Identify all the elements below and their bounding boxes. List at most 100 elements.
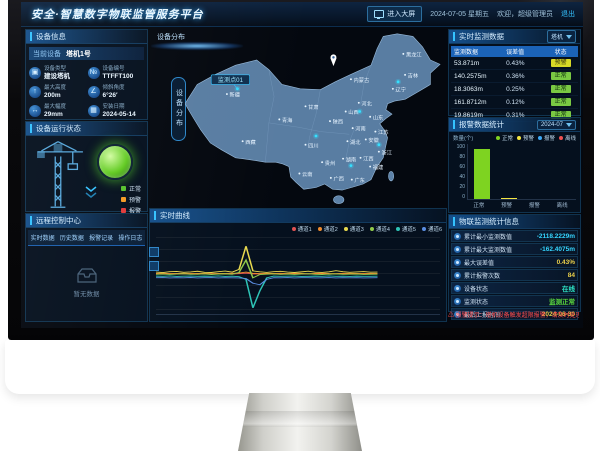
height-icon: ↑ <box>29 86 41 98</box>
bar-legend-item: 报警 <box>537 134 555 142</box>
hotspot-dot[interactable] <box>358 110 362 113</box>
stat-value: 在线 <box>562 286 575 293</box>
cell-value: 161.8712m <box>454 98 487 106</box>
stat-row: 累计报警次数 84 <box>451 269 578 281</box>
bar[interactable] <box>500 198 517 199</box>
month-dropdown-value: 2024-07 <box>540 121 563 128</box>
info-label: 最大幅度 <box>44 104 67 110</box>
info-label: 最大高度 <box>44 85 67 91</box>
control-center-tab[interactable]: 实时数据 <box>30 236 55 242</box>
info-value: 6°26′ <box>102 92 118 99</box>
welcome-text: 欢迎，超级管理员 <box>497 11 553 18</box>
china-outline <box>185 33 441 191</box>
legend-label: 报警 <box>128 209 141 215</box>
screen-icon <box>374 10 385 19</box>
province-label: 湖北 <box>350 138 361 146</box>
info-value: 29mm <box>44 111 63 118</box>
province-dot <box>321 161 324 164</box>
province-dot <box>304 105 307 108</box>
map-title: 设备分布 <box>157 34 185 41</box>
svg-text:监测点01: 监测点01 <box>218 76 244 84</box>
province-dot <box>225 93 228 96</box>
map-marker-chip: 监测点01 <box>210 74 250 89</box>
curve-legend-item: 通道4 <box>369 225 390 233</box>
status-badge: 预警 <box>550 59 571 67</box>
map-vertical-toggle[interactable]: 设备分布 <box>171 77 186 141</box>
bar[interactable] <box>473 148 490 199</box>
info-value: 建设塔机 <box>44 73 70 80</box>
bar-xaxis: 正常 预警 报警 离线 <box>465 201 576 209</box>
legend-dot <box>369 227 374 231</box>
device-type-dropdown[interactable]: 塔机 <box>546 30 576 43</box>
empty-state: 暂无数据 <box>26 268 147 298</box>
logout-link[interactable]: 退出 <box>561 11 575 18</box>
table-row: 53.871m 0.43% 预警 <box>451 57 578 70</box>
legend-label: 离线 <box>564 136 576 142</box>
device-hotspots <box>234 78 402 169</box>
monitor-table-panel: 实时监测数据 塔机 监测数据 误差值 状态 53.871m 0.43% 预警 140… <box>448 29 581 122</box>
curve-legend-item: 通道3 <box>343 225 364 233</box>
legend-dot <box>516 136 521 140</box>
month-dropdown[interactable]: 2024-07 <box>536 119 576 130</box>
device-info-item: № 设备编号 TTFFT100 <box>87 64 145 82</box>
device-info-header: 设备信息 <box>26 30 147 44</box>
x-tick: 报警 <box>528 203 540 209</box>
province-label: 湖南 <box>346 155 356 163</box>
device-info-item: ∠ 倾斜角度 6°26′ <box>87 83 145 101</box>
info-label: 设备编号 <box>102 66 125 72</box>
stat-row: 最后上报时间 2024-06-30 <box>451 308 578 320</box>
table-row: 18.3063m 0.25% 正常 <box>451 83 578 96</box>
curve-legend: 通道1 通道2 通道3 通道4 通道5 通道6 <box>291 225 442 233</box>
province-dot <box>357 101 360 104</box>
bar-legend-item: 预警 <box>516 134 534 142</box>
province-label: 江苏 <box>378 128 388 136</box>
control-center-tab[interactable]: 操作日志 <box>118 236 143 242</box>
control-center-title: 远程控制中心 <box>30 216 81 225</box>
table-row: 140.2575m 0.36% 正常 <box>451 70 578 83</box>
control-center-tab[interactable]: 报警记录 <box>89 236 114 242</box>
angle-icon: ∠ <box>87 86 100 98</box>
stat-label: 累计最大监测数值 <box>464 247 513 254</box>
province-dot <box>304 143 307 146</box>
legend-label: 通道5 <box>401 227 416 233</box>
status-legend-item: 报警 <box>120 206 141 215</box>
hotspot-dot[interactable] <box>396 80 400 84</box>
province-label: 山西 <box>348 108 358 116</box>
legend-label: 预警 <box>128 198 141 204</box>
enter-fullscreen-button[interactable]: 进入大屏 <box>367 6 423 22</box>
province-dot <box>369 165 372 168</box>
alarm-ticker: ⚠ 报警提示：塔机设备触发超限报警，请及时处理！ <box>448 313 579 319</box>
hotspot-dot[interactable] <box>314 134 318 138</box>
legend-dot <box>120 197 126 202</box>
table-row: 161.8712m 0.12% 正常 <box>451 96 578 109</box>
cell-error: 0.12% <box>506 98 525 106</box>
stats-title: 物联监测统计信息 <box>453 217 519 226</box>
monitor-chin <box>5 340 595 394</box>
curve-tool-button-1[interactable] <box>149 247 159 257</box>
info-value: 200m <box>44 92 61 99</box>
control-center-tab[interactable]: 历史数据 <box>59 236 84 242</box>
cell-value: 53.871m <box>454 59 480 67</box>
cell-value: 18.3063m <box>454 85 483 93</box>
bar-legend-item: 离线 <box>558 134 576 142</box>
y-tick: 100 <box>456 144 465 150</box>
legend-label: 通道4 <box>375 227 390 233</box>
province-dot <box>350 178 353 181</box>
hotspot-dot[interactable] <box>349 164 353 168</box>
province-label: 黑龙江 <box>406 50 422 58</box>
bar-yaxis: 100 80 60 40 20 0 <box>453 144 467 200</box>
stat-icon <box>454 232 461 240</box>
device-type-dropdown-value: 塔机 <box>550 35 563 41</box>
province-dot <box>241 140 244 143</box>
curve-tool-button-2[interactable] <box>149 261 159 271</box>
province-dot <box>369 115 372 118</box>
control-center-tabs: 实时数据 历史数据 报警记录 操作日志 <box>28 230 145 246</box>
device-info-panel: 设备信息 当前设备 塔机1号 ▣ 设备类型 建设塔机 № 设备编号 TTFFT1… <box>25 29 148 120</box>
hotspot-dot[interactable] <box>377 143 381 147</box>
province-dot <box>298 172 301 175</box>
device-no-icon: № <box>87 67 100 79</box>
current-device-value: 塔机1号 <box>66 50 91 58</box>
current-device-row[interactable]: 当前设备 塔机1号 <box>29 47 144 60</box>
